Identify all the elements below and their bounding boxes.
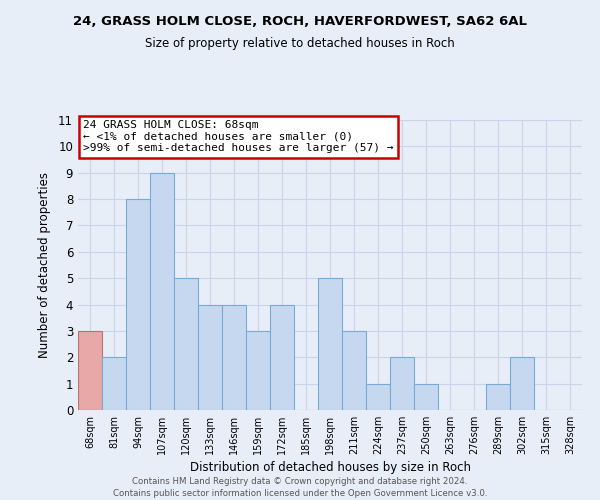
Text: Contains HM Land Registry data © Crown copyright and database right 2024.: Contains HM Land Registry data © Crown c… [132, 478, 468, 486]
Bar [174, 278, 198, 410]
Bar [102, 358, 126, 410]
Bar [366, 384, 390, 410]
Bar [270, 304, 294, 410]
Bar [318, 278, 342, 410]
Bar [198, 304, 222, 410]
Bar [486, 384, 510, 410]
X-axis label: Distribution of detached houses by size in Roch: Distribution of detached houses by size … [190, 461, 470, 474]
Y-axis label: Number of detached properties: Number of detached properties [38, 172, 51, 358]
Bar [342, 331, 366, 410]
Bar [414, 384, 438, 410]
Bar [78, 331, 102, 410]
Text: Contains public sector information licensed under the Open Government Licence v3: Contains public sector information licen… [113, 489, 487, 498]
Bar [126, 199, 150, 410]
Bar [246, 331, 270, 410]
Text: Size of property relative to detached houses in Roch: Size of property relative to detached ho… [145, 38, 455, 51]
Text: 24, GRASS HOLM CLOSE, ROCH, HAVERFORDWEST, SA62 6AL: 24, GRASS HOLM CLOSE, ROCH, HAVERFORDWES… [73, 15, 527, 28]
Bar [390, 358, 414, 410]
Text: 24 GRASS HOLM CLOSE: 68sqm
← <1% of detached houses are smaller (0)
>99% of semi: 24 GRASS HOLM CLOSE: 68sqm ← <1% of deta… [83, 120, 394, 153]
Bar [510, 358, 534, 410]
Bar [222, 304, 246, 410]
Bar [150, 172, 174, 410]
